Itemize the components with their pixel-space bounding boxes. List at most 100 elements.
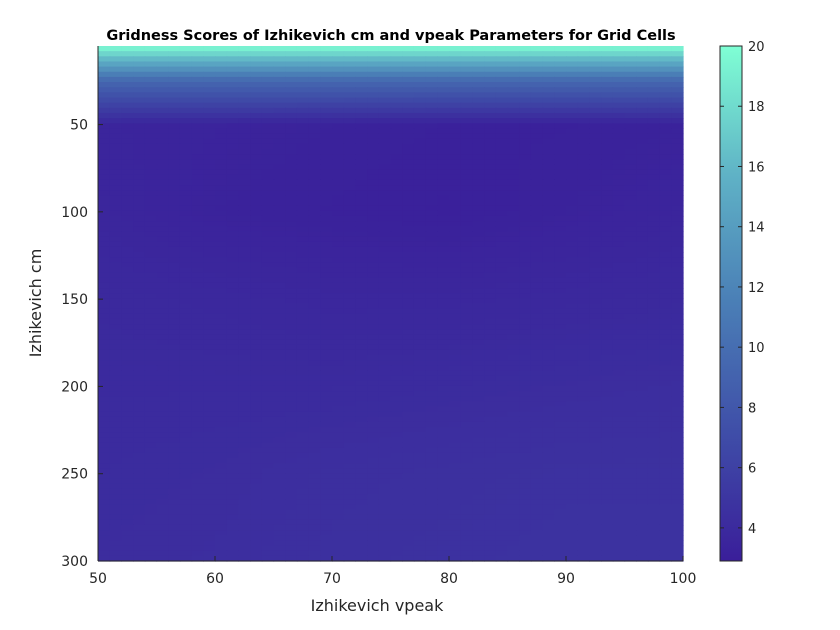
heatmap-cell bbox=[589, 123, 602, 129]
heatmap-cell bbox=[273, 190, 286, 196]
heatmap-cell bbox=[449, 524, 462, 531]
heatmap-cell bbox=[121, 179, 134, 186]
heatmap-cell bbox=[215, 488, 228, 495]
heatmap-cell bbox=[378, 190, 392, 196]
heatmap-cell bbox=[215, 524, 228, 531]
heatmap-cell bbox=[566, 530, 579, 536]
heatmap-cell bbox=[343, 159, 356, 166]
heatmap-cell bbox=[402, 530, 415, 536]
heatmap-cell bbox=[601, 370, 614, 377]
heatmap-cell bbox=[261, 535, 275, 541]
heatmap-cell bbox=[437, 112, 450, 119]
heatmap-cell bbox=[238, 56, 251, 63]
heatmap-cell bbox=[367, 550, 380, 557]
heatmap-cell bbox=[460, 535, 473, 541]
heatmap-cell bbox=[261, 133, 275, 140]
heatmap-cell bbox=[659, 447, 672, 454]
heatmap-cell bbox=[671, 442, 684, 449]
heatmap-cell bbox=[179, 447, 193, 454]
heatmap-cell bbox=[296, 190, 310, 196]
heatmap-cell bbox=[566, 138, 579, 145]
heatmap-cell bbox=[530, 195, 544, 202]
heatmap-cell bbox=[261, 524, 275, 531]
heatmap-cell bbox=[285, 401, 298, 408]
heatmap-cell bbox=[215, 494, 228, 500]
heatmap-cell bbox=[133, 205, 146, 212]
heatmap-cell bbox=[215, 355, 228, 361]
heatmap-cell bbox=[144, 329, 158, 335]
heatmap-cell bbox=[226, 190, 239, 196]
heatmap-cell bbox=[671, 246, 684, 253]
heatmap-cell bbox=[226, 349, 239, 356]
heatmap-cell bbox=[472, 318, 485, 325]
heatmap-cell bbox=[296, 349, 310, 356]
heatmap-cell bbox=[390, 282, 403, 289]
heatmap-cell bbox=[179, 102, 193, 109]
heatmap-cell bbox=[519, 87, 532, 93]
heatmap-cell bbox=[343, 308, 356, 315]
heatmap-cell bbox=[472, 427, 485, 433]
heatmap-cell bbox=[449, 427, 462, 433]
heatmap-cell bbox=[343, 190, 356, 196]
heatmap-cell bbox=[472, 252, 485, 258]
heatmap-cell bbox=[250, 210, 263, 217]
heatmap-cell bbox=[589, 138, 602, 145]
heatmap-cell bbox=[203, 540, 216, 547]
heatmap-cell bbox=[554, 504, 567, 511]
heatmap-cell bbox=[320, 252, 333, 258]
heatmap-cell bbox=[472, 133, 485, 140]
heatmap-cell bbox=[542, 293, 555, 299]
heatmap-cell bbox=[636, 313, 649, 320]
heatmap-cell bbox=[367, 143, 380, 150]
heatmap-cell bbox=[332, 535, 345, 541]
heatmap-cell bbox=[121, 339, 134, 346]
heatmap-cell bbox=[144, 87, 158, 93]
heatmap-cell bbox=[530, 169, 544, 176]
heatmap-cell bbox=[168, 421, 181, 428]
heatmap-cell bbox=[179, 550, 193, 557]
heatmap-cell bbox=[191, 118, 204, 124]
heatmap-cell bbox=[308, 107, 321, 114]
heatmap-cell bbox=[507, 406, 520, 413]
heatmap-cell bbox=[554, 396, 567, 402]
heatmap-cell bbox=[296, 236, 310, 243]
heatmap-cell bbox=[98, 483, 111, 490]
heatmap-cell bbox=[144, 494, 158, 500]
heatmap-cell bbox=[460, 164, 473, 171]
heatmap-cell bbox=[308, 143, 321, 150]
heatmap-cell bbox=[156, 478, 169, 485]
heatmap-cell bbox=[273, 118, 286, 124]
heatmap-cell bbox=[566, 97, 579, 104]
heatmap-cell bbox=[355, 360, 368, 366]
heatmap-cell bbox=[636, 324, 649, 330]
heatmap-cell bbox=[636, 427, 649, 433]
heatmap-cell bbox=[449, 149, 462, 155]
heatmap-cell bbox=[612, 545, 626, 552]
heatmap-cell bbox=[495, 488, 509, 495]
heatmap-cell bbox=[226, 298, 239, 305]
heatmap-cell bbox=[519, 107, 532, 114]
heatmap-cell bbox=[203, 452, 216, 459]
heatmap-cell bbox=[413, 246, 427, 253]
heatmap-cell bbox=[332, 524, 345, 531]
heatmap-cell bbox=[554, 179, 567, 186]
heatmap-cell bbox=[671, 303, 684, 310]
heatmap-cell bbox=[133, 550, 146, 557]
heatmap-cell bbox=[449, 504, 462, 511]
heatmap-cell bbox=[250, 236, 263, 243]
heatmap-cell bbox=[495, 349, 509, 356]
heatmap-cell bbox=[273, 133, 286, 140]
heatmap-cell bbox=[402, 179, 415, 186]
heatmap-cell bbox=[320, 360, 333, 366]
heatmap-cell bbox=[402, 252, 415, 258]
heatmap-cell bbox=[109, 488, 122, 495]
heatmap-cell bbox=[320, 488, 333, 495]
heatmap-cell bbox=[449, 442, 462, 449]
heatmap-cell bbox=[367, 138, 380, 145]
heatmap-cell bbox=[308, 545, 321, 552]
heatmap-cell bbox=[98, 344, 111, 351]
heatmap-cell bbox=[460, 406, 473, 413]
heatmap-cell bbox=[437, 66, 450, 73]
heatmap-cell bbox=[133, 339, 146, 346]
heatmap-cell bbox=[542, 46, 555, 52]
